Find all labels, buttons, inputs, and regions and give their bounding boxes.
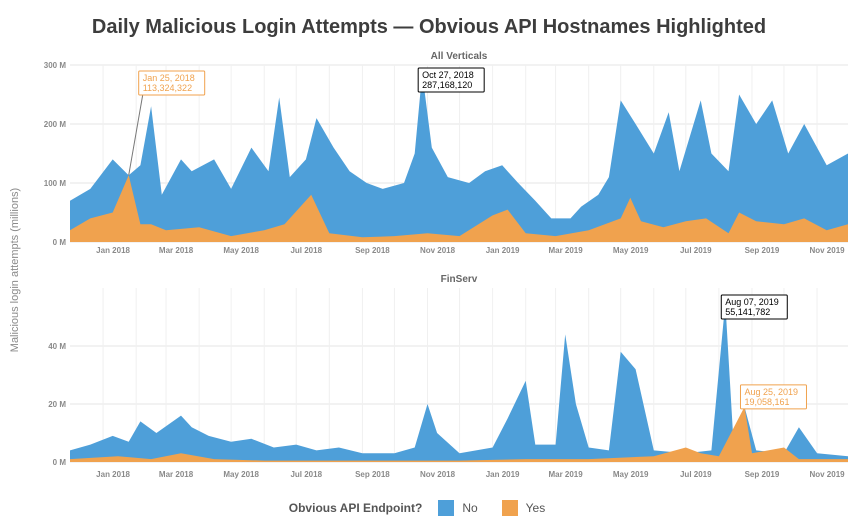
x-tick-label: Jan 2018: [96, 246, 130, 255]
x-tick-label: Mar 2018: [159, 246, 194, 255]
annotation-box: [720, 294, 788, 320]
legend-label-yes[interactable]: Yes: [525, 501, 546, 515]
legend-title: Obvious API Endpoint?: [288, 501, 423, 515]
x-tick-label: Nov 2019: [809, 470, 845, 479]
legend: Obvious API Endpoint? No Yes: [0, 500, 858, 516]
y-tick-label: 100 M: [44, 179, 67, 188]
y-axis-label: Malicious login attempts (millions): [9, 188, 21, 352]
annotation-value: 287,168,120: [422, 80, 472, 90]
y-tick-label: 300 M: [44, 61, 67, 70]
y-tick-label: 200 M: [44, 120, 67, 129]
area-series-yes: [70, 406, 848, 462]
x-tick-label: May 2019: [613, 246, 649, 255]
x-tick-label: Jul 2018: [290, 246, 322, 255]
annotation-value: 113,324,322: [143, 83, 192, 93]
legend-swatch-yes[interactable]: [501, 500, 518, 516]
x-tick-label: Sep 2019: [745, 246, 780, 255]
annotation-value: 55,141,782: [725, 307, 770, 317]
x-tick-label: May 2018: [223, 470, 259, 479]
x-tick-label: Jul 2019: [680, 246, 712, 255]
x-tick-label: Sep 2019: [745, 470, 780, 479]
y-tick-label: 40 M: [48, 342, 66, 351]
annotation-date: Aug 25, 2019: [744, 387, 798, 397]
annotation-date: Aug 07, 2019: [725, 297, 779, 307]
y-tick-label: 0 M: [53, 238, 67, 247]
chart-canvas: Malicious login attempts (millions) All …: [9, 51, 848, 479]
x-tick-label: Sep 2018: [355, 246, 390, 255]
panel-title: FinServ: [441, 274, 478, 285]
area-series-no: [70, 72, 848, 242]
annotation-box: [417, 67, 485, 93]
x-tick-label: Nov 2018: [420, 246, 456, 255]
x-tick-label: Jan 2019: [486, 470, 520, 479]
x-tick-label: Jul 2018: [290, 470, 322, 479]
panel-finserv: FinServ 0 M 20 M 40 M Jan 2018 Mar 2018 May 20…: [48, 274, 848, 479]
x-tick-label: Mar 2018: [159, 470, 194, 479]
annotation-box: [138, 70, 206, 96]
x-tick-label: Mar 2019: [548, 246, 583, 255]
x-tick-label: Nov 2018: [420, 470, 456, 479]
x-tick-label: Nov 2019: [809, 246, 845, 255]
chart-title: Daily Malicious Login Attempts — Obvious…: [91, 16, 767, 38]
legend-label-no[interactable]: No: [462, 501, 478, 515]
x-tick-label: Sep 2018: [355, 470, 390, 479]
area-series-no: [70, 302, 848, 462]
annotation-date: Jan 25, 2018: [143, 73, 195, 83]
y-tick-label: 20 M: [48, 400, 66, 409]
x-tick-label: Jul 2019: [680, 470, 712, 479]
area-series-yes: [70, 175, 848, 242]
annotation-value: 19,058,161: [744, 397, 789, 407]
x-tick-label: May 2019: [613, 470, 649, 479]
annotation-box: [739, 384, 807, 410]
y-tick-label: 0 M: [53, 458, 67, 467]
x-tick-label: Mar 2019: [548, 470, 583, 479]
x-tick-label: May 2018: [223, 246, 259, 255]
panel-all-verticals: All Verticals 0 M 100 M 200 M 300 M Jan 2018 M…: [44, 51, 848, 255]
annotation-date: Oct 27, 2018: [422, 70, 474, 80]
x-tick-label: Jan 2018: [96, 470, 130, 479]
x-tick-label: Jan 2019: [486, 246, 520, 255]
annotation-leader: [128, 94, 144, 176]
legend-swatch-no[interactable]: [438, 500, 455, 516]
panel-title: All Verticals: [431, 51, 488, 62]
